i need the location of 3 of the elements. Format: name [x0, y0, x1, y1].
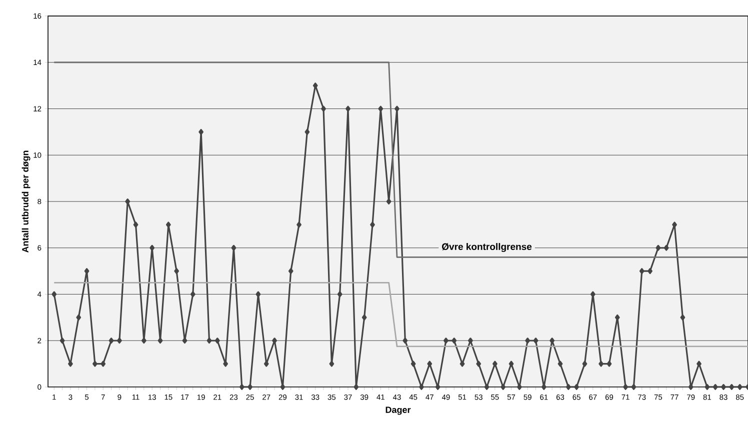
y-axis-title: Antall utbrudd per døgn	[22, 150, 30, 253]
x-axis-title: Dager	[386, 406, 411, 415]
series-label: Øvre kontrollgrense	[442, 243, 532, 252]
